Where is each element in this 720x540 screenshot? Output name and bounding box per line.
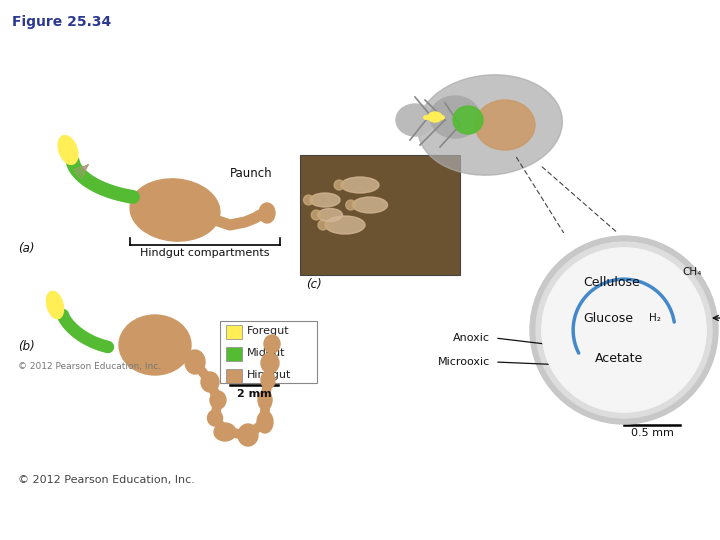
Text: Cellulose: Cellulose — [584, 275, 640, 288]
Ellipse shape — [353, 197, 387, 213]
Text: (a): (a) — [18, 242, 35, 255]
Ellipse shape — [475, 100, 535, 150]
Text: Foregut: Foregut — [246, 326, 289, 336]
Ellipse shape — [334, 180, 344, 190]
Ellipse shape — [261, 371, 275, 389]
Ellipse shape — [318, 220, 328, 230]
Ellipse shape — [261, 353, 279, 373]
Text: © 2012 Pearson Education, Inc.: © 2012 Pearson Education, Inc. — [18, 362, 161, 371]
Ellipse shape — [311, 210, 321, 220]
Circle shape — [542, 248, 706, 412]
Ellipse shape — [264, 335, 280, 353]
Ellipse shape — [318, 208, 343, 221]
Text: (c): (c) — [306, 278, 322, 291]
Text: CH₄: CH₄ — [682, 267, 701, 277]
Text: 0.5 mm: 0.5 mm — [631, 428, 673, 438]
Text: Microoxic: Microoxic — [438, 357, 490, 367]
Ellipse shape — [207, 410, 222, 426]
Text: Figure 25.34: Figure 25.34 — [12, 15, 112, 29]
Text: Hindgut: Hindgut — [246, 370, 291, 380]
Ellipse shape — [310, 193, 340, 207]
Circle shape — [542, 248, 706, 412]
Ellipse shape — [257, 411, 273, 433]
Text: Paunch: Paunch — [230, 167, 273, 180]
Ellipse shape — [238, 424, 258, 446]
Ellipse shape — [396, 104, 434, 136]
Ellipse shape — [304, 195, 313, 205]
Ellipse shape — [47, 291, 63, 319]
Ellipse shape — [130, 179, 220, 241]
Circle shape — [530, 236, 718, 424]
Ellipse shape — [258, 390, 272, 410]
FancyBboxPatch shape — [225, 369, 242, 383]
Text: © 2012 Pearson Education, Inc.: © 2012 Pearson Education, Inc. — [18, 475, 195, 485]
Circle shape — [536, 242, 712, 418]
Ellipse shape — [259, 203, 275, 223]
Text: Hindgut compartments: Hindgut compartments — [140, 248, 270, 258]
FancyBboxPatch shape — [225, 325, 242, 339]
Ellipse shape — [214, 423, 236, 441]
Text: 2 mm: 2 mm — [237, 389, 271, 399]
Ellipse shape — [58, 136, 78, 164]
Text: Glucose: Glucose — [583, 312, 633, 325]
Ellipse shape — [341, 177, 379, 193]
Text: Acetate: Acetate — [595, 352, 643, 365]
Ellipse shape — [119, 315, 191, 375]
Text: H₂: H₂ — [649, 313, 661, 323]
Ellipse shape — [430, 96, 480, 138]
Ellipse shape — [428, 112, 442, 122]
Ellipse shape — [210, 391, 226, 409]
Text: Anoxic: Anoxic — [453, 333, 490, 343]
Ellipse shape — [453, 106, 483, 134]
FancyBboxPatch shape — [300, 155, 460, 275]
Ellipse shape — [201, 372, 219, 392]
Ellipse shape — [418, 75, 562, 175]
Ellipse shape — [185, 350, 205, 374]
Text: (b): (b) — [18, 340, 35, 353]
FancyBboxPatch shape — [220, 321, 317, 383]
Text: Midgut: Midgut — [246, 348, 285, 359]
Ellipse shape — [346, 200, 356, 210]
Ellipse shape — [325, 216, 365, 234]
FancyBboxPatch shape — [225, 347, 242, 361]
